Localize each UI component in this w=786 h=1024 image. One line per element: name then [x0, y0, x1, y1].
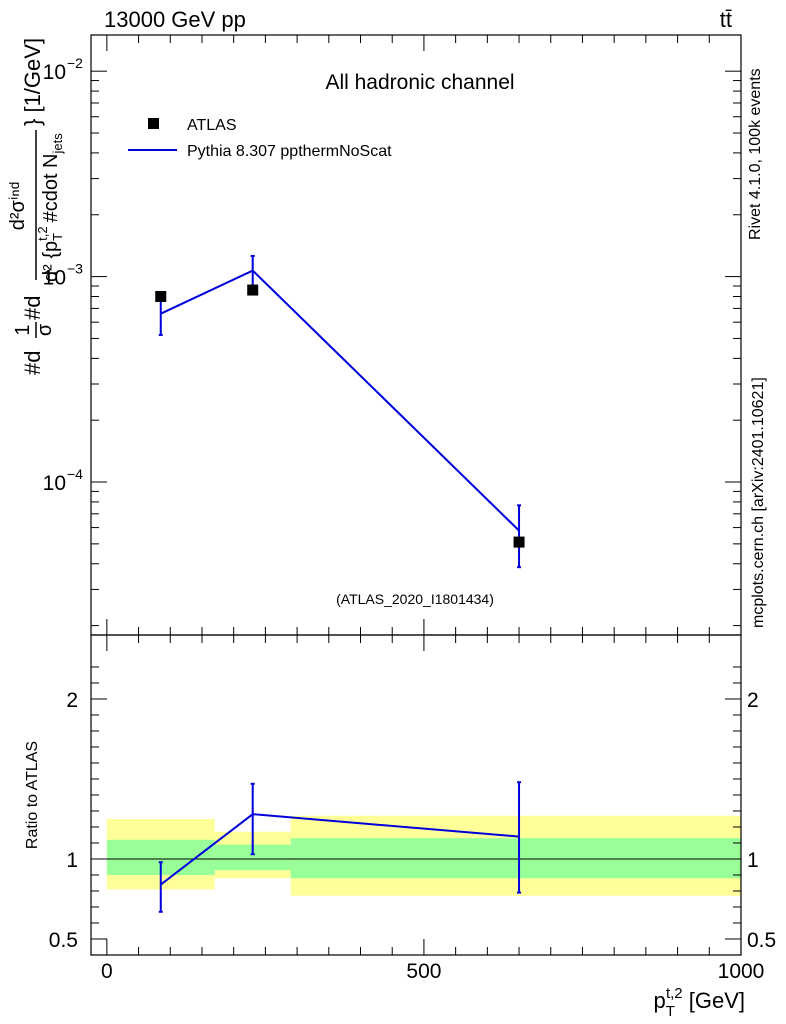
ylabel-den-main: d² {p — [40, 241, 62, 282]
ratio-y-tick-label-left: 1 — [66, 849, 78, 872]
main-y-tick-label: 10 — [43, 61, 66, 84]
rivet-version-label: Rivet 4.1.0, 100k events — [747, 68, 764, 240]
mcplots-label: mcplots.cern.ch [arXiv:2401.10621] — [750, 377, 767, 628]
header-energy-label: 13000 GeV pp — [104, 7, 246, 32]
xlabel-unit: [GeV] — [683, 988, 745, 1013]
ylabel-frac1-den: σ — [34, 323, 56, 336]
atlas-marker — [155, 291, 167, 303]
ratio-y-tick-label-left: 2 — [66, 689, 78, 712]
ratio-x-tick-label: 500 — [406, 960, 441, 983]
ylabel-den-tail-sub: jets — [50, 133, 65, 155]
legend: ATLAS Pythia 8.307 ppthermNoScat — [128, 117, 392, 160]
ratio-series-layer — [158, 781, 522, 913]
ratio-x-tick-label: 1000 — [718, 960, 765, 983]
ratio-y-tick-label-right: 0.5 — [747, 929, 776, 952]
ratio-axis-ticks — [91, 635, 742, 955]
ratio-x-tick-label: 0 — [101, 960, 113, 983]
analysis-id-watermark: (ATLAS_2020_I1801434) — [336, 591, 494, 607]
ylabel-prefix: #d — [20, 351, 45, 375]
ratio-y-tick-label-right: 2 — [747, 689, 759, 712]
xlabel-main: p — [654, 988, 666, 1013]
ratio-panel: 0.5 0.5 1 1 2 2 0 500 1000 Ratio to ATLAS pTt,2… — [24, 634, 776, 1020]
atlas-marker — [247, 284, 259, 296]
xlabel-sup: t,2 — [666, 985, 683, 1002]
ylabel-frac2-num: d²σⁱⁿᵈ — [7, 182, 29, 231]
ratio-band-inner — [290, 838, 741, 879]
ylabel-den-tail: #cdot N — [40, 153, 62, 222]
pythia-line — [160, 269, 520, 532]
main-y-tick-exponent: −2 — [67, 55, 83, 71]
ratio-y-tick-label-right: 1 — [747, 849, 759, 872]
main-y-tick-exponent: −3 — [67, 261, 83, 277]
atlas-marker — [513, 536, 525, 548]
ylabel-den-sub: T — [50, 233, 65, 241]
ratio-y-axis-label: Ratio to ATLAS — [24, 741, 41, 849]
xlabel-sub: T — [666, 1003, 675, 1020]
main-y-tick-exponent: −4 — [67, 466, 83, 482]
main-series-layer — [155, 254, 525, 569]
ratio-frame — [90, 634, 742, 956]
legend-pythia-label: Pythia 8.307 ppthermNoScat — [187, 143, 392, 160]
main-y-tick-labels: 10−210−310−4 — [43, 55, 84, 495]
main-y-tick-label: 10 — [43, 472, 66, 495]
legend-atlas-marker — [148, 118, 159, 129]
chart-title: All hadronic channel — [325, 71, 514, 94]
ylabel-frac1-num: 1 — [12, 324, 34, 335]
ylabel-suffix: } [1/GeV] — [20, 38, 45, 126]
ratio-y-tick-labels: 0.5 0.5 1 1 2 2 — [49, 689, 776, 952]
main-panel: 10−210−310−4 All hadronic channel ATLAS … — [7, 34, 742, 636]
ylabel-den-sup: t,2 — [35, 226, 50, 240]
header-process-label: tt̄ — [720, 7, 732, 32]
ratio-x-tick-labels: 0 500 1000 — [101, 960, 764, 983]
main-y-tick-label: 10 — [43, 267, 66, 290]
ylabel-frac2-den: d² {pTt,2 #cdot Njets — [35, 133, 65, 282]
main-y-axis-label: #d 1 σ #d d²σⁱⁿᵈ d² {pTt,2 #cdot Njets } … — [7, 38, 65, 375]
ylabel-mid: #d — [20, 296, 45, 320]
x-axis-label: pTt,2 [GeV] — [654, 985, 745, 1020]
legend-atlas-label: ATLAS — [187, 117, 237, 134]
ratio-y-tick-label-left: 0.5 — [49, 929, 78, 952]
